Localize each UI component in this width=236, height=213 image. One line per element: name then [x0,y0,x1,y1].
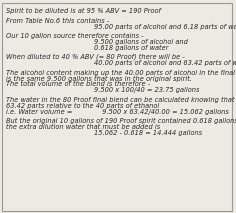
Text: 40.00 parts of alcohol and 63.42 parts of water: 40.00 parts of alcohol and 63.42 parts o… [94,59,236,66]
Text: The total volume of the blend is therefore -: The total volume of the blend is therefo… [6,81,150,87]
Text: From Table No.6 this contains -: From Table No.6 this contains - [6,18,109,24]
Text: 9.500 x 100/40 = 23.75 gallons: 9.500 x 100/40 = 23.75 gallons [94,87,200,93]
Text: The water in the 80 Proof final blend can be calculated knowing that it is: The water in the 80 Proof final blend ca… [6,97,236,103]
Text: the extra dilution water that must be added is: the extra dilution water that must be ad… [6,124,160,130]
Text: i.e. Water volume =              9.500 x 63.42/40.00 = 15.062 gallons: i.e. Water volume = 9.500 x 63.42/40.00 … [6,108,229,115]
Text: 0.618 gallons of water: 0.618 gallons of water [94,45,169,51]
Text: But the original 10 gallons of 190 Proof spirit contained 0.618 gallons water, s: But the original 10 gallons of 190 Proof… [6,118,236,124]
Text: 15.062 - 0.618 = 14.444 gallons: 15.062 - 0.618 = 14.444 gallons [94,130,202,136]
Text: Spirit to be diluted is at 95 % ABV = 190 Proof: Spirit to be diluted is at 95 % ABV = 19… [6,7,161,14]
Text: 9.500 gallons of alcohol and: 9.500 gallons of alcohol and [94,39,188,45]
Text: When diluted to 40 % ABV (= 80 Proof) there will be -: When diluted to 40 % ABV (= 80 Proof) th… [6,54,185,60]
Text: 63.42 parts relative to the 40 parts of ethanol: 63.42 parts relative to the 40 parts of … [6,103,159,109]
Text: 95.00 parts of alcohol and 6.18 parts of water: 95.00 parts of alcohol and 6.18 parts of… [94,24,236,30]
Text: Our 10 gallon source therefore contains -: Our 10 gallon source therefore contains … [6,33,143,39]
Text: is the same 9.500 gallons that was in the original spirit.: is the same 9.500 gallons that was in th… [6,76,192,82]
FancyBboxPatch shape [2,3,232,211]
Text: The alcohol content making up the 40.00 parts of alcohol in the final blend: The alcohol content making up the 40.00 … [6,70,236,76]
